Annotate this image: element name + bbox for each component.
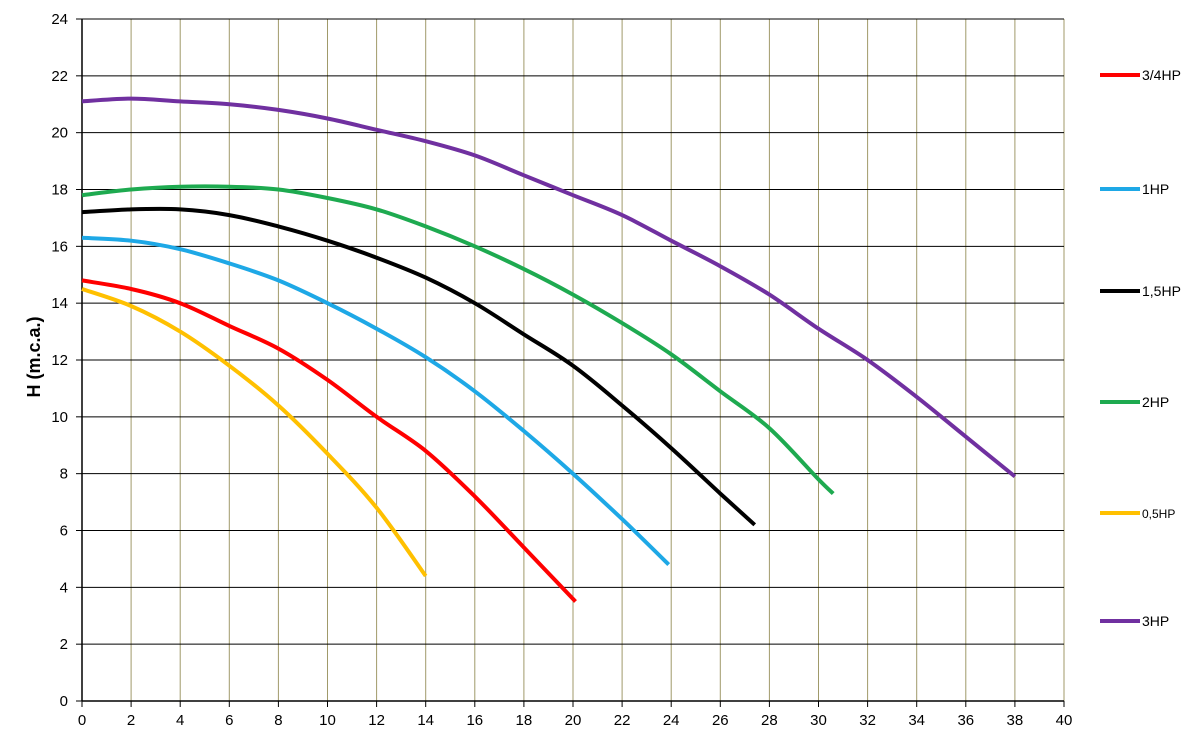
legend-label: 0,5HP [1142, 507, 1175, 521]
x-tick-label: 30 [810, 712, 827, 729]
x-tick-label: 36 [957, 712, 974, 729]
legend: 3/4HP 1HP 1,5HP 2HP 0,5HP 3HP [1100, 67, 1181, 629]
y-axis-title: H (m.c.a.) [24, 316, 44, 397]
legend-item: 3/4HP [1100, 67, 1181, 83]
y-tick-label: 6 [60, 523, 68, 540]
series-line-1-5hp [81, 206, 757, 527]
y-tick-label: 20 [51, 125, 68, 142]
legend-label: 1,5HP [1142, 283, 1181, 299]
x-tick-label: 10 [319, 712, 336, 729]
x-tick-label: 4 [176, 712, 184, 729]
y-tick-label: 0 [60, 693, 68, 710]
legend-label: 3/4HP [1142, 67, 1181, 83]
x-tick-label: 28 [761, 712, 778, 729]
x-tick-label: 40 [1056, 712, 1073, 729]
series-line-1hp [81, 235, 671, 567]
legend-label: 2HP [1142, 394, 1169, 410]
y-tick-label: 8 [60, 466, 68, 483]
y-tick-label: 14 [51, 295, 68, 312]
x-tick-label: 38 [1007, 712, 1024, 729]
x-tick-label: 14 [417, 712, 434, 729]
x-tick-label: 12 [368, 712, 385, 729]
x-tick-label: 20 [565, 712, 582, 729]
y-tick-label: 24 [51, 11, 68, 28]
tick-labels: 0 2 4 6 8 10 12 14 16 18 20 22 24 26 28 30 32 34 36 38 40024… [51, 11, 1072, 729]
legend-item: 3HP [1100, 613, 1169, 629]
x-tick-label: 34 [908, 712, 925, 729]
legend-item: 2HP [1100, 394, 1169, 410]
y-tick-label: 16 [51, 238, 68, 255]
x-tick-label: 24 [663, 712, 680, 729]
y-tick-label: 22 [51, 68, 68, 85]
legend-item: 1,5HP [1100, 283, 1181, 299]
series-line-0-5hp [81, 287, 428, 578]
legend-label: 3HP [1142, 613, 1169, 629]
x-tick-label: 0 [78, 712, 86, 729]
axes [76, 18, 1065, 707]
x-tick-label: 8 [274, 712, 282, 729]
y-tick-label: 2 [60, 636, 68, 653]
y-tick-label: 12 [51, 352, 68, 369]
x-tick-label: 18 [516, 712, 533, 729]
y-tick-label: 4 [60, 579, 68, 596]
legend-label: 1HP [1142, 181, 1169, 197]
x-tick-label: 32 [859, 712, 876, 729]
grid [82, 18, 1065, 701]
x-tick-label: 26 [712, 712, 729, 729]
series-lines [81, 96, 1017, 603]
series-line-3-4hp [81, 278, 577, 603]
series-line-3hp [81, 96, 1017, 479]
y-tick-label: 18 [51, 182, 68, 199]
x-tick-label: 16 [466, 712, 483, 729]
x-tick-label: 6 [225, 712, 233, 729]
legend-item: 1HP [1100, 181, 1169, 197]
x-tick-label: 22 [614, 712, 631, 729]
y-tick-label: 10 [51, 409, 68, 426]
x-tick-label: 2 [127, 712, 135, 729]
legend-item: 0,5HP [1100, 507, 1175, 521]
series-line-2hp [81, 184, 835, 496]
